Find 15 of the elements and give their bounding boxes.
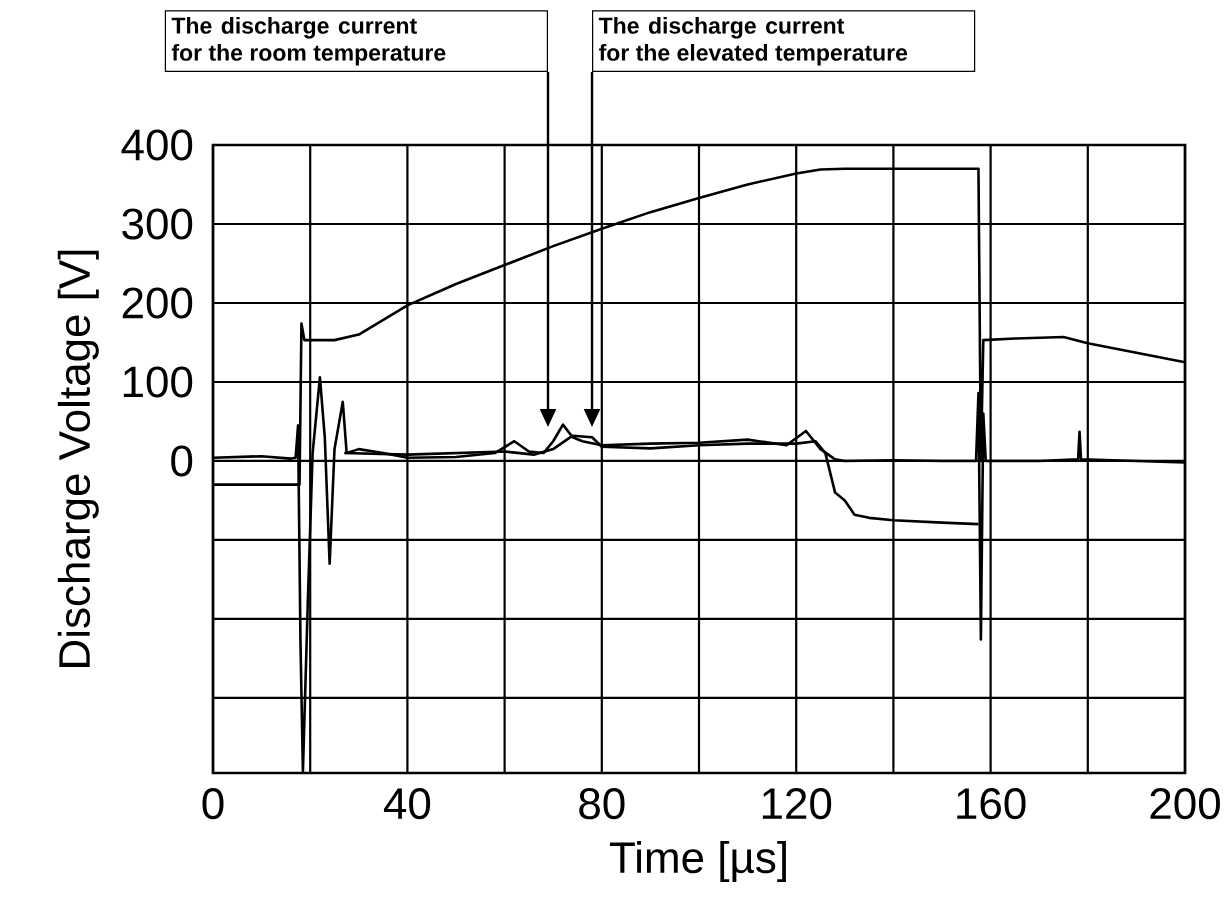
y-tick-label: 400 (121, 129, 193, 161)
y-tick-label: 200 (122, 287, 193, 319)
x-tick-label: 160 (957, 788, 1026, 820)
x-tick-label: 40 (383, 788, 431, 820)
y-tick-label: 0 (171, 445, 193, 477)
x-tick-label: 120 (762, 788, 832, 820)
y-axis-title: Discharge Voltage [V] (57, 250, 99, 667)
x-tick-label: 200 (1150, 788, 1220, 820)
y-tick-label: 300 (122, 208, 193, 240)
x-tick-label: 0 (202, 788, 224, 820)
text: The discharge current for the elevated temperature (598, 16, 908, 66)
x-axis-title: Time [µs] (609, 840, 786, 882)
y-tick-label: 100 (123, 366, 193, 398)
text: The discharge current for the room temperature (171, 16, 446, 66)
x-tick-label: 80 (579, 788, 625, 820)
